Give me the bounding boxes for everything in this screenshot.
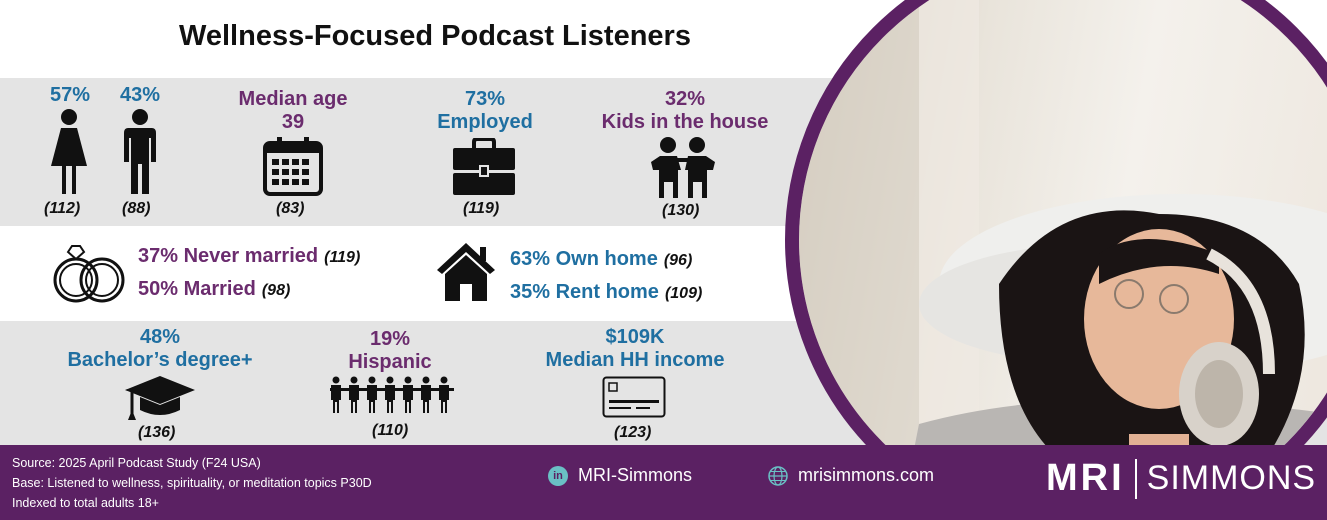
employed-index: (119) (463, 200, 500, 217)
female-index: (112) (44, 200, 81, 217)
wedding-rings-icon (53, 245, 125, 303)
woman-with-headphones-illustration (799, 0, 1327, 520)
bachelors-index: (136) (138, 424, 176, 441)
mri-simmons-logo: MRI SIMMONS (1046, 457, 1317, 499)
kids-icon (651, 137, 715, 198)
median-age-index: (83) (276, 200, 305, 217)
kids-stat: 32% Kids in the house (601, 88, 769, 133)
linkedin-icon: in (548, 465, 568, 486)
footer: Source: 2025 April Podcast Study (F24 US… (0, 445, 1327, 520)
never-married-stat: 37% Never married (119) (138, 245, 361, 267)
hispanic-stat: 19% Hispanic (348, 328, 432, 373)
kids-index: (130) (662, 202, 700, 219)
rent-home-stat: 35% Rent home (109) (510, 281, 703, 303)
married-stat: 50% Married (98) (138, 278, 291, 300)
median-age-stat: Median age 39 (238, 88, 348, 133)
hispanic-index: (110) (372, 422, 409, 439)
source-notes: Source: 2025 April Podcast Study (F24 US… (12, 456, 372, 510)
male-icon (124, 109, 156, 194)
income-stat: $109K Median HH income (545, 326, 725, 371)
graduation-cap-icon (125, 376, 195, 420)
globe-icon (768, 465, 788, 486)
page-title: Wellness-Focused Podcast Listeners (179, 20, 691, 52)
female-icon (51, 109, 87, 194)
income-index: (123) (614, 424, 652, 441)
employed-stat: 73% Employed (437, 88, 533, 133)
house-icon (437, 243, 495, 301)
briefcase-icon (453, 138, 515, 195)
female-stat: 57% (49, 84, 91, 106)
credit-card-icon (602, 376, 666, 418)
bachelors-stat: 48% Bachelor’s degree+ (67, 326, 253, 371)
listener-photo (785, 0, 1327, 520)
calendar-icon (263, 137, 323, 196)
website-link[interactable]: mrisimmons.com (768, 465, 934, 486)
own-home-stat: 63% Own home (96) (510, 248, 693, 270)
male-stat: 43% (119, 84, 161, 106)
linkedin-link[interactable]: in MRI-Simmons (548, 465, 692, 486)
male-index: (88) (122, 200, 151, 217)
people-group-icon (330, 376, 454, 413)
